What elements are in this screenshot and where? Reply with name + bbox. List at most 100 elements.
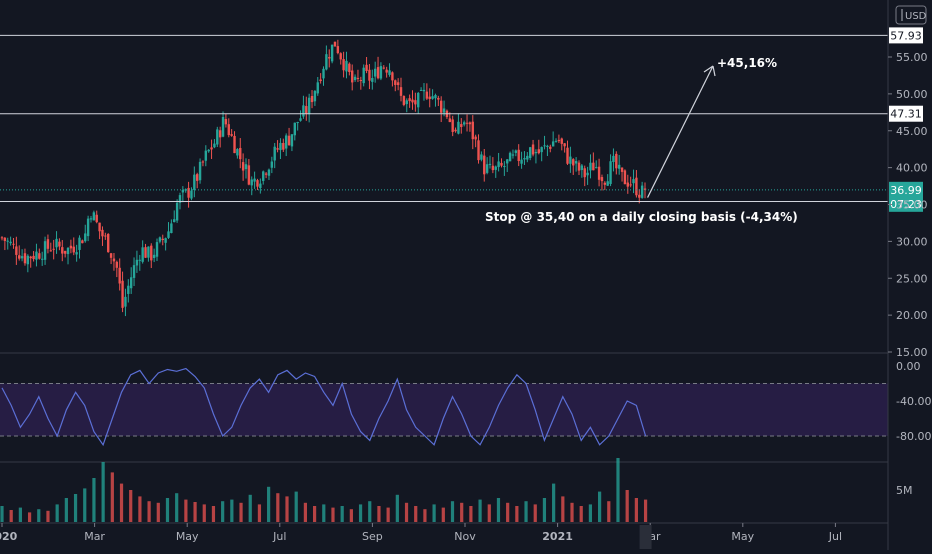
currency-label[interactable]: USD (905, 11, 927, 22)
candle (178, 192, 182, 210)
volume-bar (441, 507, 445, 522)
candle (284, 133, 288, 157)
candle (0, 236, 4, 241)
candle (227, 118, 230, 138)
time-tick-label: Jul (828, 530, 842, 543)
candle (485, 157, 489, 175)
candle (638, 189, 641, 204)
time-tick-label: Nov (454, 530, 476, 543)
volume-bar (598, 491, 602, 522)
candle (497, 152, 500, 172)
candle (379, 62, 383, 81)
candle (348, 62, 351, 76)
candle (437, 95, 440, 106)
candle (526, 152, 529, 163)
candle (480, 151, 483, 162)
candle (569, 146, 572, 173)
volume-bar (175, 493, 179, 522)
volume-bar (423, 509, 427, 522)
volume-bar (37, 509, 41, 522)
candle (322, 66, 325, 86)
candle (230, 129, 233, 137)
candle (58, 238, 61, 251)
candle (253, 171, 256, 189)
candle (422, 83, 426, 101)
candle (635, 170, 638, 198)
volume-bar (487, 504, 491, 522)
volume-pane[interactable] (0, 458, 648, 522)
candle (365, 56, 368, 74)
candle (29, 255, 32, 268)
candle (305, 96, 308, 121)
price-tick-label: 35.00 (896, 199, 928, 212)
candle (353, 74, 357, 82)
candle (359, 76, 363, 90)
candle (405, 98, 408, 113)
candle (531, 139, 535, 157)
volume-bar (340, 506, 344, 522)
volume-bar (193, 502, 197, 522)
target-arrow[interactable] (647, 65, 716, 198)
candle (557, 134, 561, 144)
volume-bar (211, 506, 216, 522)
candle (81, 239, 84, 244)
candle (147, 246, 150, 262)
volume-bar (404, 502, 409, 522)
candle (196, 172, 199, 189)
candle (187, 181, 190, 208)
price-tick-label: 55.00 (896, 51, 928, 64)
candle (175, 199, 179, 223)
candle (626, 174, 629, 194)
volume-bar (55, 504, 59, 522)
candle (551, 131, 555, 147)
candle (425, 83, 429, 101)
candle (15, 236, 18, 265)
volume-bar (303, 502, 307, 522)
candle (514, 149, 518, 157)
target-annotation[interactable]: +45,16% (717, 56, 777, 70)
candle (310, 90, 314, 109)
volume-bar (432, 504, 436, 522)
candle (61, 240, 64, 262)
volume-bar (147, 501, 151, 522)
oscillator-pane[interactable] (0, 367, 888, 447)
candle (89, 215, 93, 223)
price-pane[interactable]: +45,16% Stop @ 35,40 on a daily closing b… (0, 34, 888, 524)
candle (104, 232, 107, 240)
candle (600, 174, 604, 191)
candle (270, 156, 274, 174)
stop-annotation[interactable]: Stop @ 35,40 on a daily closing basis (-… (485, 210, 798, 224)
candle (299, 110, 302, 122)
candle (161, 234, 164, 246)
candle (508, 151, 512, 162)
candle (72, 237, 75, 256)
candle (356, 69, 360, 83)
volume-bar (267, 486, 271, 522)
candle (612, 148, 615, 172)
candle (534, 149, 538, 164)
volume-bar (202, 504, 206, 522)
volume-bar (322, 504, 326, 522)
level-price-label: 47.31 (890, 108, 922, 121)
candle (431, 89, 434, 100)
candle (155, 238, 159, 262)
candle (376, 56, 380, 80)
candle (287, 127, 291, 146)
candle (643, 182, 647, 199)
price-axis[interactable]: 57.9347.3135.4036.9907:2355.0050.0045.00… (887, 0, 931, 550)
time-axis[interactable]: 2020MarMayJulSepNov2021MarMayJul (0, 523, 842, 549)
candle (43, 236, 47, 265)
volume-bar (257, 504, 262, 522)
currency-button[interactable]: USD (895, 5, 927, 25)
candle (181, 186, 185, 203)
candle (583, 165, 586, 187)
candle (6, 237, 9, 250)
candle (474, 134, 477, 148)
candle (221, 111, 225, 138)
arrow-head-icon (703, 65, 716, 77)
volume-bar (414, 506, 418, 522)
volume-bar (607, 501, 611, 522)
candle (506, 159, 509, 173)
